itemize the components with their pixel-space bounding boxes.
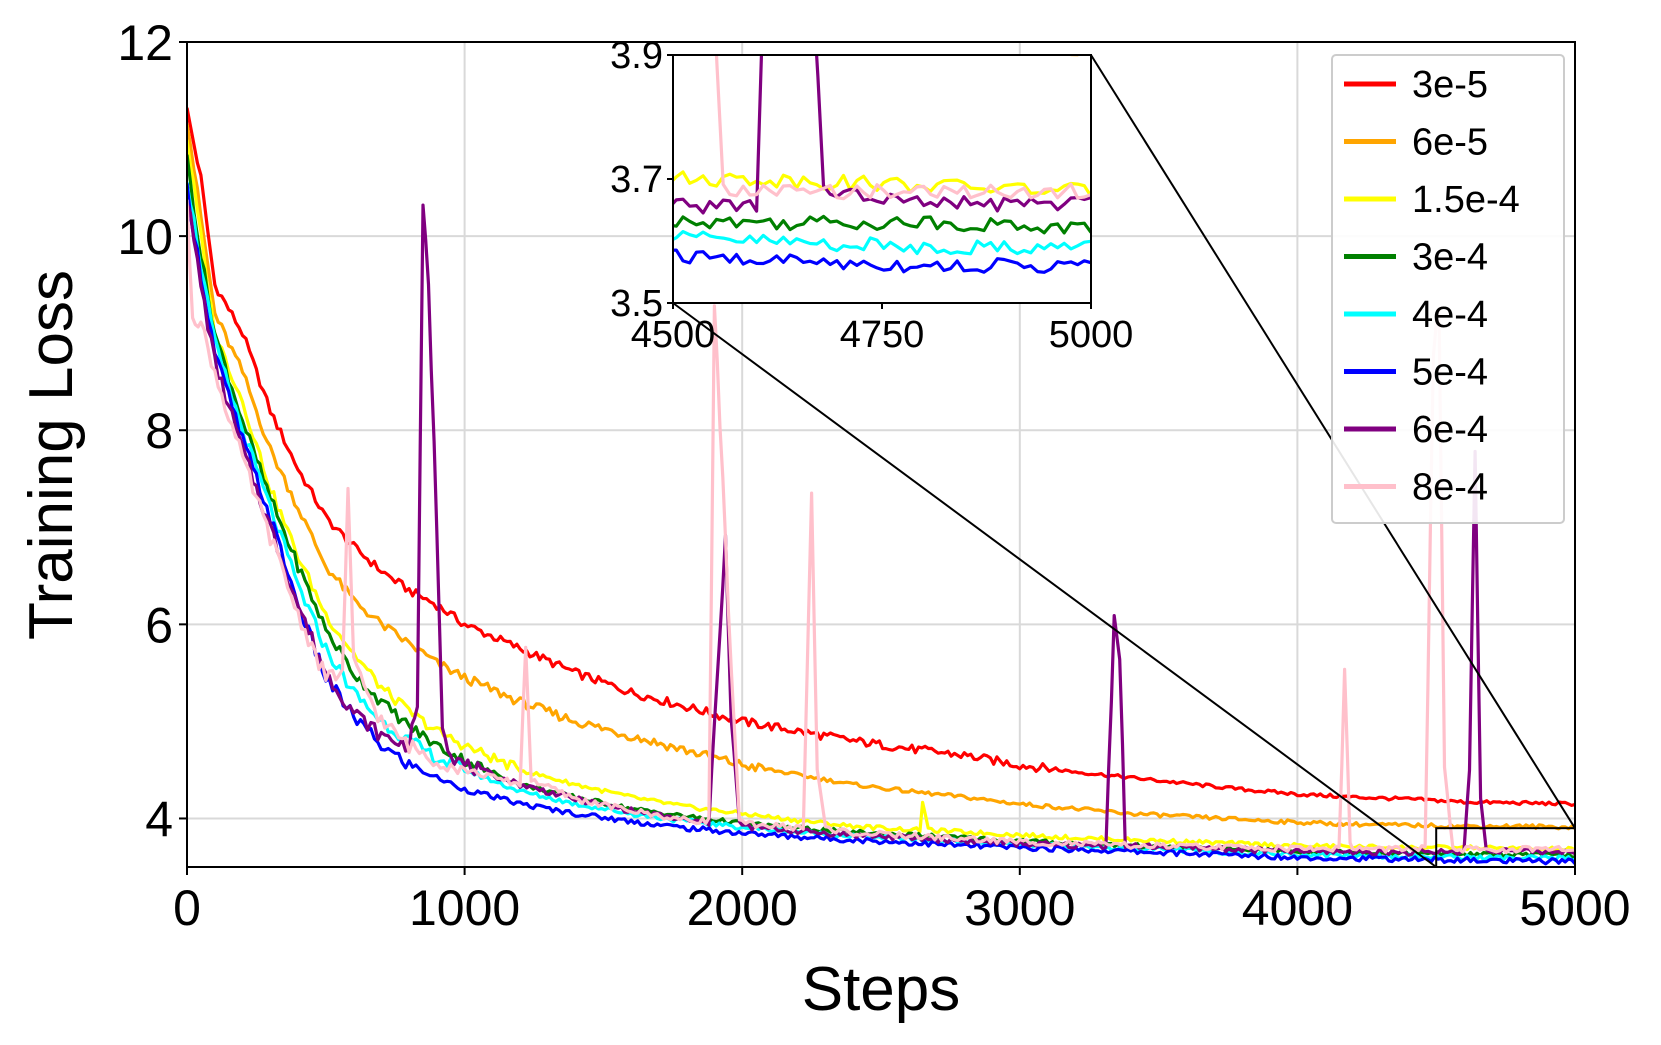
inset-series-line-5e-4 (673, 248, 1091, 274)
legend-label-3e-5: 3e-5 (1412, 64, 1488, 106)
y-tick-label-6: 6 (145, 597, 173, 653)
inset-x-tick-label-4500: 4500 (631, 314, 716, 356)
legend-label-3e-4: 3e-4 (1412, 237, 1488, 279)
inset-series-line-6e-5 (1069, 55, 1080, 57)
legend-box (1331, 54, 1565, 524)
y-axis-label: Training Loss (17, 270, 86, 640)
x-tick-label-2000: 2000 (687, 880, 798, 936)
series-line-6e-4 (187, 202, 1575, 857)
zoom-region-rect (1435, 827, 1576, 868)
series-line-1-5e-4 (187, 139, 1575, 853)
legend-label-6e-5: 6e-5 (1412, 122, 1488, 164)
inset-series-line-3e-4 (673, 214, 1091, 235)
inset-x-tick-label-4750: 4750 (840, 314, 925, 356)
series-line-3e-5 (187, 107, 1575, 807)
y-tick-label-10: 10 (117, 209, 173, 265)
legend: 3e-5 6e-5 1.5e-4 3e-4 4e-4 5e-4 6e-4 8e-4 (1331, 54, 1565, 524)
inset-series-line-4e-4 (673, 230, 1091, 256)
legend-label-6e-4: 6e-4 (1412, 409, 1488, 451)
x-tick-label-1000: 1000 (409, 880, 520, 936)
x-tick-label-5000: 5000 (1519, 880, 1630, 936)
legend-label-5e-4: 5e-4 (1412, 352, 1488, 394)
legend-label-1-5e-4: 1.5e-4 (1412, 179, 1520, 221)
legend-label-4e-4: 4e-4 (1412, 294, 1488, 336)
x-tick-label-4000: 4000 (1242, 880, 1353, 936)
series-line-8e-4 (187, 199, 1575, 855)
inset-series-line-8e-4 (714, 55, 1091, 201)
inset-series-line-6e-4 (673, 55, 1091, 215)
inset-x-tick-label-5000: 5000 (1049, 314, 1134, 356)
inset-series-group (673, 55, 1091, 274)
series-line-5e-4 (187, 183, 1575, 866)
main-ticks: 0 1000 2000 3000 4000 5000 4 6 8 10 12 (117, 15, 1630, 936)
inset-y-tick-label-3-7: 3.7 (610, 159, 663, 201)
y-tick-label-8: 8 (145, 403, 173, 459)
inset-ticks: 4500 4750 5000 3.5 3.7 3.9 (610, 35, 1133, 356)
legend-label-8e-4: 8e-4 (1412, 467, 1488, 509)
y-tick-label-12: 12 (117, 15, 173, 71)
zoom-connector-left (672, 302, 1437, 868)
series-line-6e-5 (187, 123, 1575, 831)
x-tick-label-3000: 3000 (964, 880, 1075, 936)
main-series-group (187, 107, 1575, 866)
inset-y-tick-label-3-9: 3.9 (610, 35, 663, 77)
x-tick-label-0: 0 (173, 880, 201, 936)
y-tick-label-4: 4 (145, 791, 173, 847)
x-axis-label: Steps (802, 955, 961, 1024)
inset-y-tick-label-3-5: 3.5 (610, 283, 663, 325)
main-plot-frame (186, 41, 1576, 868)
